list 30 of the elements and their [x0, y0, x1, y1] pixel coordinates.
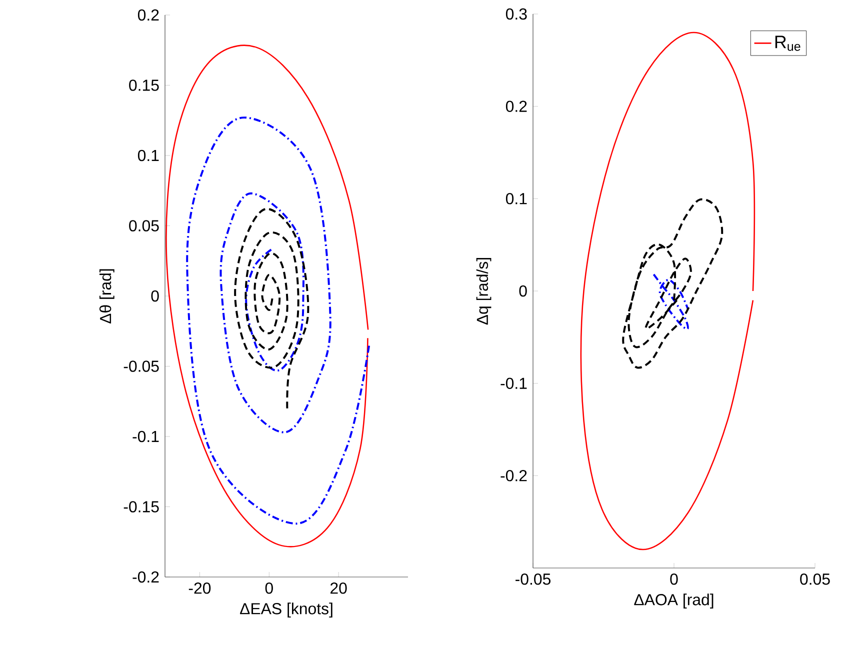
y-tick-label: 0.15: [129, 80, 159, 91]
y-tick-label: 0.1: [138, 150, 159, 162]
y-tick-label: -0.2: [132, 571, 159, 583]
y-axis-title: Δθ [rad]: [99, 269, 114, 324]
y-tick-label: 0.2: [138, 9, 159, 21]
y-tick-label: 0.1: [506, 193, 527, 204]
y-tick-label: -0.1: [132, 430, 159, 442]
x-axis-title: ΔEAS [knots]: [240, 602, 332, 618]
y-tick-label: 0: [151, 290, 159, 302]
x-tick-label: 0.05: [800, 574, 830, 585]
line-series: [622, 198, 724, 369]
x-tick-label: -20: [188, 582, 211, 594]
x-tick-label: 20: [330, 582, 347, 594]
x-tick-label: 0: [265, 582, 273, 594]
y-tick-label: -0.2: [500, 470, 527, 482]
x-axis-title: ΔAOA [rad]: [634, 594, 714, 608]
line-series: [234, 208, 310, 410]
y-tick-label: -0.05: [124, 360, 159, 372]
line-series: [186, 116, 370, 525]
line-series: [652, 273, 690, 330]
y-tick-label: 0: [519, 285, 527, 297]
y-tick-label: 0.05: [129, 220, 159, 232]
x-tick-label: -0.05: [516, 574, 550, 585]
y-tick-label: -0.1: [500, 378, 527, 389]
x-tick-label: 0: [670, 574, 678, 585]
legend-label: R$_{ue}$: [775, 36, 800, 51]
y-axis-title: Δq [rad/s]: [476, 258, 492, 325]
y-tick-label: -0.15: [124, 501, 159, 512]
y-tick-label: 0.3: [506, 8, 527, 20]
y-tick-label: 0.2: [506, 100, 527, 112]
